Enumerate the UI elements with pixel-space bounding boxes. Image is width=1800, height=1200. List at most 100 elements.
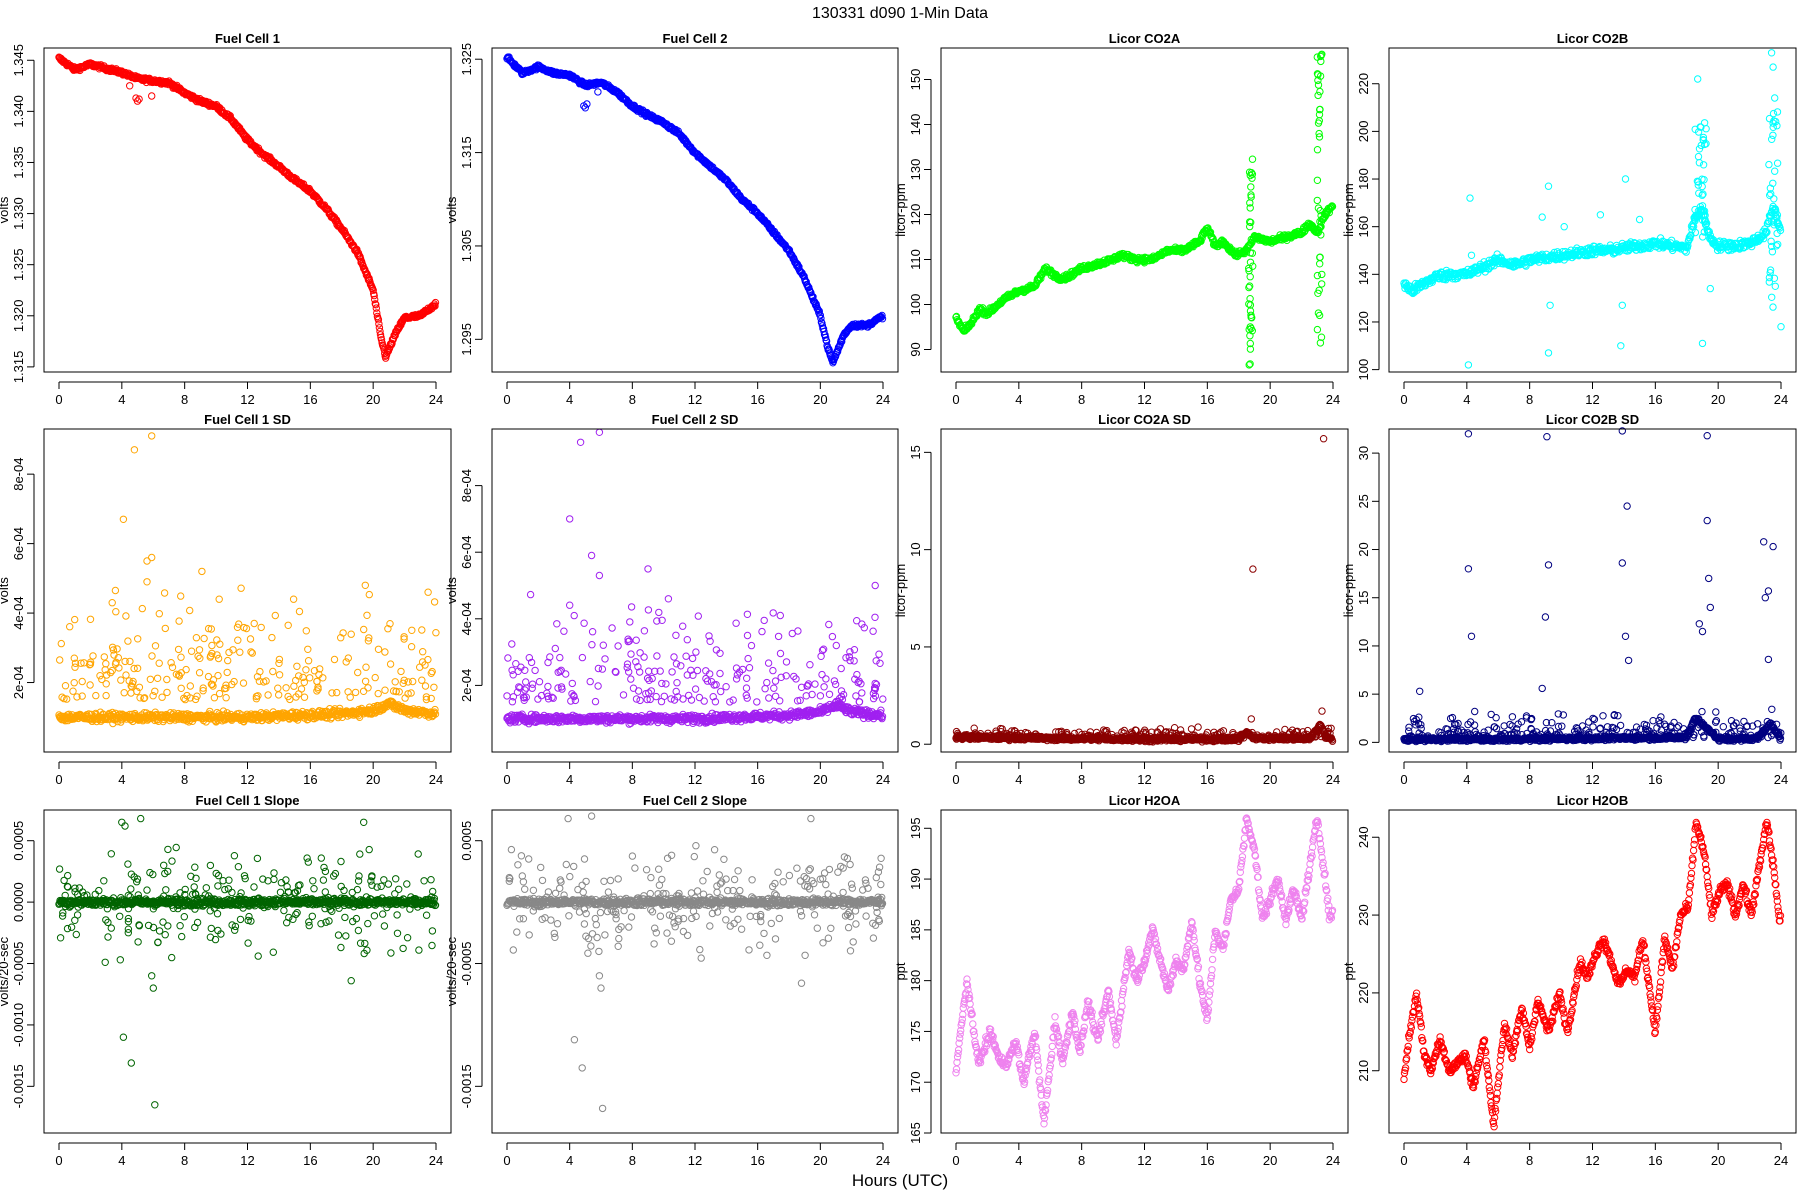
x-tick-label: 12	[240, 392, 254, 407]
panel-title: Fuel Cell 2	[662, 31, 727, 46]
data-point	[1246, 222, 1254, 231]
data-point	[174, 645, 183, 654]
data-point	[148, 92, 156, 100]
data-point	[275, 655, 284, 664]
y-tick-label: 100	[908, 294, 923, 316]
data-point	[177, 684, 185, 692]
x-tick-label: 12	[688, 392, 702, 407]
x-tick-label: 8	[181, 772, 188, 787]
data-point	[363, 611, 371, 619]
data-point	[742, 684, 751, 692]
panel-title: Fuel Cell 1 SD	[204, 412, 291, 427]
data-point	[361, 581, 369, 589]
x-tick-label: 16	[303, 392, 317, 407]
data-point	[535, 678, 544, 686]
data-point	[351, 688, 360, 697]
data-point	[353, 245, 361, 254]
data-point	[879, 695, 887, 703]
x-tick-label: 8	[1526, 392, 1533, 407]
data-point	[120, 689, 128, 697]
data-point	[158, 693, 166, 701]
data-point	[69, 687, 77, 695]
data-point	[130, 446, 139, 454]
data-point	[372, 301, 380, 309]
y-tick-label: 130	[908, 159, 923, 181]
data-point	[432, 629, 440, 637]
data-point	[1464, 361, 1473, 369]
data-point	[282, 684, 290, 692]
data-point	[177, 653, 185, 661]
data-point	[342, 658, 350, 666]
data-point	[1313, 176, 1322, 185]
data-point	[148, 553, 156, 562]
data-point	[408, 626, 416, 634]
data-point	[1316, 260, 1324, 268]
x-tick-label: 20	[366, 392, 380, 407]
data-point	[376, 331, 385, 339]
data-point	[257, 623, 265, 632]
data-point	[397, 667, 405, 676]
data-point	[1546, 301, 1554, 309]
data-point	[138, 604, 147, 613]
y-tick-label: 4e-04	[11, 596, 26, 629]
data-point	[375, 324, 384, 332]
x-tick-label: 24	[429, 392, 443, 407]
data-point	[119, 515, 128, 523]
data-point	[177, 592, 185, 600]
y-tick-label: 150	[908, 69, 923, 91]
data-point	[1706, 284, 1715, 293]
data-point	[304, 645, 312, 653]
y-axis-label: licor-ppm	[1341, 183, 1356, 236]
data-point	[1768, 293, 1776, 301]
data-point	[302, 666, 310, 674]
data-point	[300, 693, 309, 701]
data-point	[753, 698, 761, 706]
data-point	[1694, 152, 1703, 161]
x-tick-label: 8	[1078, 392, 1085, 407]
data-point	[124, 637, 132, 645]
data-point	[418, 626, 426, 634]
data-point	[1248, 155, 1257, 163]
data-point	[1560, 223, 1568, 231]
plot-frame	[43, 47, 452, 373]
data-point	[1771, 282, 1780, 290]
data-point	[284, 621, 292, 629]
data-point	[289, 595, 298, 603]
data-point	[215, 595, 223, 603]
data-point	[295, 672, 303, 680]
data-point	[163, 675, 171, 684]
data-point	[117, 676, 125, 684]
data-point	[210, 694, 219, 702]
data-point	[1694, 75, 1702, 83]
x-tick-label: 8	[629, 392, 636, 407]
y-tick-label: 1.305	[459, 230, 474, 263]
data-point	[732, 619, 740, 627]
data-point	[1466, 194, 1474, 202]
data-point	[71, 615, 79, 624]
data-point	[381, 686, 389, 694]
data-point	[271, 611, 279, 620]
data-point	[56, 656, 64, 664]
data-point	[386, 660, 395, 668]
data-point	[627, 650, 635, 658]
y-axis-label: volts	[0, 577, 11, 604]
data-point	[126, 82, 134, 90]
data-point	[743, 631, 752, 640]
data-point	[374, 316, 383, 324]
x-tick-label: 20	[366, 772, 380, 787]
y-axis-label: volts	[0, 196, 11, 223]
data-point	[268, 633, 276, 642]
data-point	[250, 619, 258, 628]
data-point	[66, 623, 74, 631]
data-point	[192, 634, 201, 642]
data-point	[304, 657, 313, 665]
data-point	[359, 687, 368, 695]
data-point	[744, 654, 752, 663]
data-point	[372, 304, 380, 312]
y-tick-label: 1.325	[11, 248, 26, 281]
data-point	[1246, 273, 1254, 281]
